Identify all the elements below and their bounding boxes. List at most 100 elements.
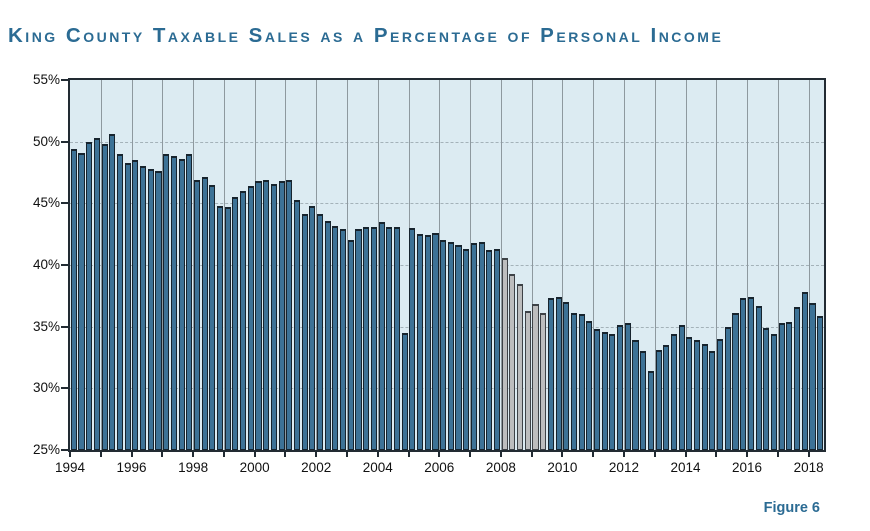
- bar-2011-q2: [601, 331, 608, 450]
- bar-2007-q3: [486, 250, 493, 450]
- bar-2015-q4: [740, 298, 747, 450]
- x-axis-tick-2016: [746, 452, 749, 457]
- gridline-year-2005: [408, 80, 410, 450]
- x-axis-label-1994: 1994: [54, 460, 86, 475]
- bar-2004-q2: [386, 226, 393, 450]
- bar-1996-q4: [155, 171, 162, 450]
- bar-2017-q2: [786, 321, 793, 450]
- bar-2005-q2: [417, 234, 424, 450]
- x-axis-tick-2014: [684, 452, 687, 457]
- bar-2014-q4: [709, 351, 716, 450]
- bar-2018-q2: [817, 315, 824, 450]
- bar-1997-q3: [178, 158, 185, 450]
- x-axis-tick-2007: [469, 452, 472, 457]
- gridline-year-1995: [100, 80, 102, 450]
- bar-2003-q4: [370, 226, 377, 450]
- x-axis-label-2008: 2008: [485, 460, 516, 475]
- x-axis-tick-2010: [561, 452, 564, 457]
- x-axis-tick-2001: [284, 452, 287, 457]
- gridline-h-45: [70, 203, 824, 205]
- y-axis-tick-55: [61, 79, 68, 81]
- bar-2005-q1: [409, 228, 416, 450]
- bar-2001-q2: [293, 199, 301, 450]
- gridline-year-2017: [777, 80, 779, 450]
- bar-2012-q1: [624, 322, 631, 450]
- bar-2012-q2: [632, 340, 639, 450]
- bar-2005-q3: [424, 235, 431, 450]
- x-axis-label-1996: 1996: [116, 460, 147, 475]
- bar-1999-q2: [232, 197, 239, 450]
- bar-1998-q3: [209, 184, 216, 450]
- bar-2007-q4: [493, 248, 501, 450]
- y-axis-label-35: 35%: [32, 318, 60, 334]
- bar-2016-q2: [755, 305, 762, 450]
- bar-1997-q4: [186, 154, 193, 450]
- bar-2012-q3: [640, 351, 647, 450]
- bar-2000-q1: [255, 181, 262, 450]
- bar-2006-q3: [455, 245, 462, 450]
- bar-chart: 55% 50% 45% 40% 35% 30% 25% 1994 1996 1998 2000 200…: [0, 62, 870, 482]
- gridline-year-1999: [223, 80, 225, 450]
- bar-1999-q4: [247, 186, 254, 450]
- bar-2000-q4: [278, 181, 285, 450]
- bar-2008-q2: [509, 273, 516, 450]
- bar-2011-q3: [609, 334, 616, 450]
- x-axis-label-2016: 2016: [732, 460, 763, 475]
- bar-2009-q1: [532, 304, 539, 450]
- bar-2001-q3: [301, 214, 308, 450]
- gridline-year-2000: [254, 80, 256, 450]
- bar-2008-q1: [501, 257, 508, 450]
- gridline-h-30: [70, 388, 824, 390]
- bar-2000-q2: [263, 179, 270, 450]
- bar-2015-q1: [717, 339, 724, 450]
- x-axis-label-2010: 2010: [547, 460, 578, 475]
- bar-2017-q1: [778, 322, 785, 450]
- bar-1997-q1: [163, 154, 170, 450]
- gridline-year-2004: [377, 80, 379, 450]
- bar-2018-q1: [809, 303, 816, 450]
- gridline-year-2015: [716, 80, 718, 450]
- gridline-h-35: [70, 326, 824, 328]
- bar-2015-q2: [724, 326, 731, 450]
- x-axis-tick-2015: [715, 452, 718, 457]
- x-axis-label-2006: 2006: [424, 460, 455, 475]
- x-axis-tick-2012: [622, 452, 625, 457]
- bar-2009-q4: [555, 297, 562, 450]
- x-axis-tick-1995: [99, 452, 102, 457]
- gridline-year-2010: [562, 80, 564, 450]
- bar-1999-q1: [224, 207, 231, 450]
- bar-2003-q2: [355, 229, 362, 450]
- x-axis-tick-2002: [315, 452, 318, 457]
- x-axis-label-1998: 1998: [178, 460, 209, 475]
- bar-1996-q3: [147, 168, 154, 450]
- bar-2008-q3: [517, 283, 524, 450]
- x-axis-tick-2013: [653, 452, 656, 457]
- gridline-year-2009: [531, 80, 533, 450]
- bar-2009-q3: [547, 298, 554, 450]
- gridline-year-2018: [808, 80, 810, 450]
- bar-2013-q1: [655, 350, 662, 450]
- bar-1997-q2: [170, 156, 177, 450]
- bar-2004-q1: [378, 221, 385, 450]
- bar-2017-q3: [794, 306, 801, 450]
- gridline-h-50: [70, 141, 824, 143]
- bar-2010-q2: [570, 313, 577, 450]
- bar-2007-q2: [478, 241, 485, 450]
- plot-area: [68, 78, 826, 452]
- bar-1998-q4: [216, 205, 224, 450]
- bar-2004-q3: [393, 226, 401, 450]
- gridline-year-2006: [439, 80, 441, 450]
- gridline-year-2001: [285, 80, 287, 450]
- bar-2013-q2: [663, 345, 670, 450]
- bar-2010-q1: [563, 302, 570, 450]
- gridline-h-40: [70, 265, 824, 266]
- bar-2002-q4: [340, 229, 347, 450]
- bar-1995-q2: [109, 134, 116, 450]
- gridline-year-2003: [346, 80, 348, 450]
- bar-2003-q3: [363, 226, 370, 450]
- figure-label: Figure 6: [763, 500, 820, 516]
- bar-1995-q4: [124, 162, 131, 450]
- bar-2002-q1: [317, 214, 324, 450]
- bar-2010-q4: [586, 320, 593, 450]
- y-axis-label-45: 45%: [32, 195, 60, 211]
